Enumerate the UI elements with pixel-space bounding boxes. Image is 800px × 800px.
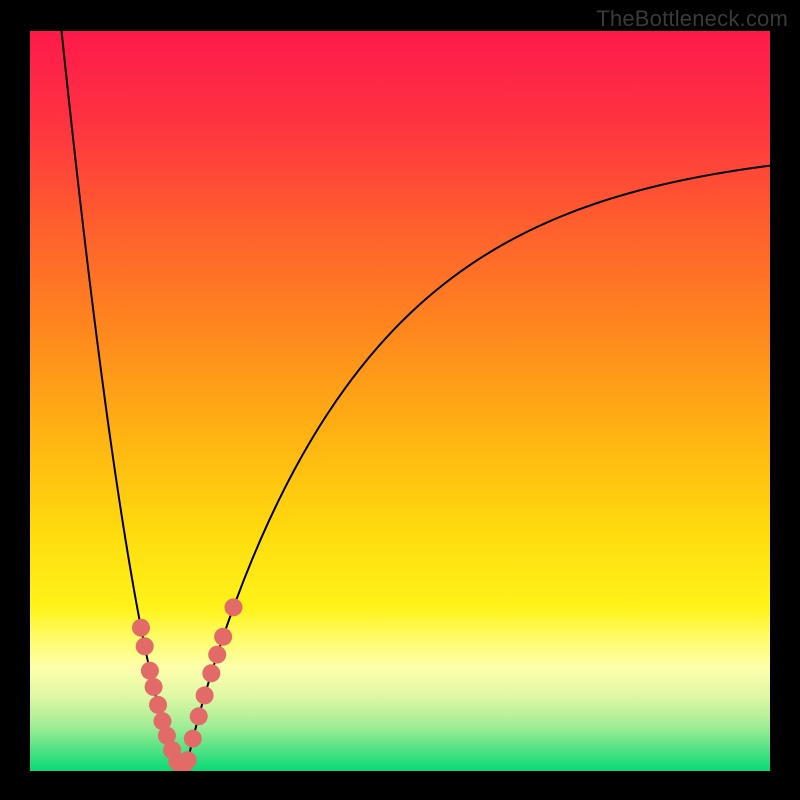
curve-marker [145, 678, 163, 696]
curve-marker [190, 707, 208, 725]
bottleneck-curve-chart [0, 0, 800, 800]
curve-marker [196, 686, 214, 704]
curve-marker [136, 637, 154, 655]
curve-marker [214, 628, 232, 646]
curve-marker [208, 646, 226, 664]
curve-marker [132, 619, 150, 637]
curve-marker [141, 662, 159, 680]
watermark-text: TheBottleneck.com [596, 6, 788, 32]
curve-marker [184, 730, 202, 748]
curve-marker [202, 664, 220, 682]
plot-area [30, 13, 770, 779]
curve-marker [149, 696, 167, 714]
curve-marker [225, 598, 243, 616]
gradient-background [30, 31, 770, 771]
chart-root: TheBottleneck.com [0, 0, 800, 800]
curve-marker [179, 751, 197, 769]
